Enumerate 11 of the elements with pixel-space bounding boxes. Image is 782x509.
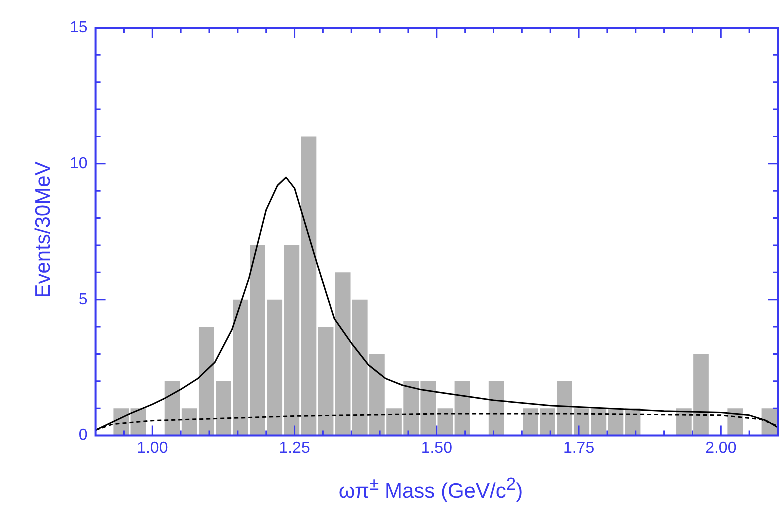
y-axis-title: Events/30MeV — [32, 162, 56, 298]
x-tick-label: 1.00 — [137, 440, 168, 457]
x-tick-label: 1.50 — [421, 440, 453, 457]
x-tick-label: 1.75 — [563, 440, 595, 457]
x-tick-label: 2.00 — [706, 440, 737, 457]
x-axis-title: ωπ$^{±}$ Mass (GeV/c$^{2}$) — [338, 474, 524, 504]
y-tick-label: 0 — [78, 427, 88, 444]
y-tick-label: 5 — [78, 291, 88, 308]
y-tick-label: 10 — [70, 155, 88, 172]
x-tick-label: 1.25 — [279, 440, 310, 457]
y-tick-label: 15 — [70, 19, 88, 36]
